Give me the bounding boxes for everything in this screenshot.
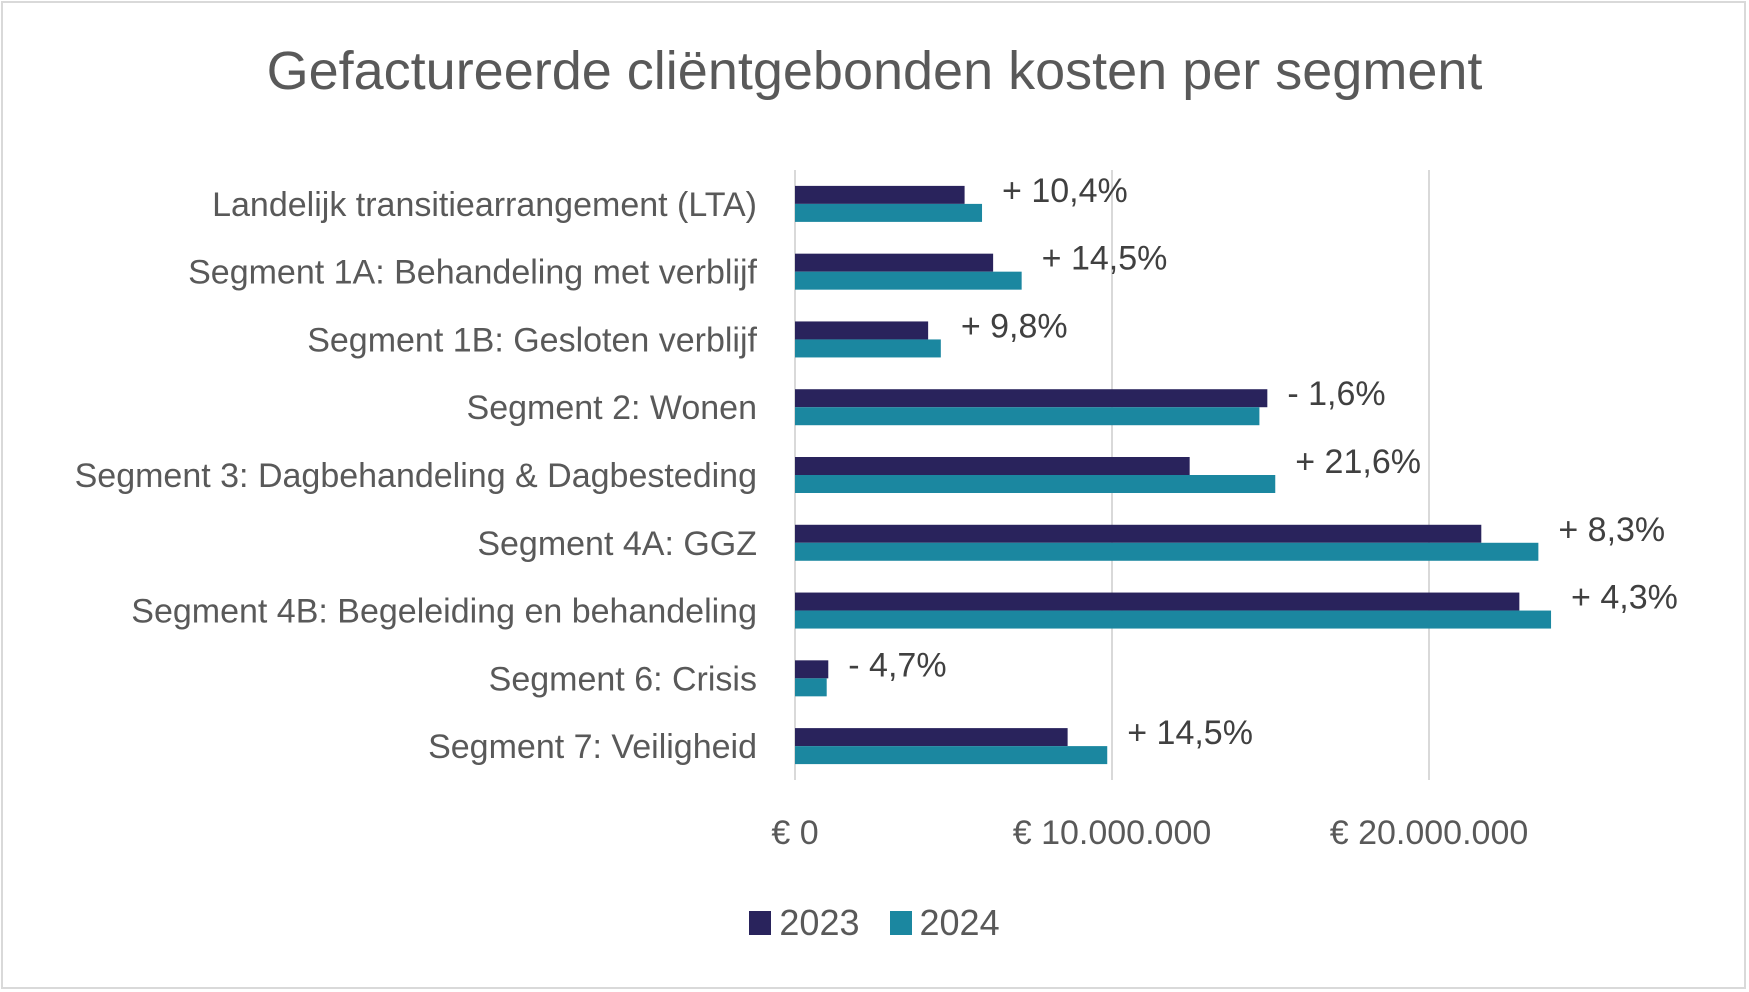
legend-swatch-2024 [889, 911, 912, 935]
legend-item-2023[interactable]: 2023 [749, 902, 860, 944]
bar-2024[interactable] [795, 542, 1539, 561]
bar-2023[interactable] [795, 253, 994, 272]
data-label: + 4,3% [1571, 579, 1678, 617]
x-tick-label: € 10.000.000 [1013, 814, 1212, 852]
category-label: Segment 2: Wonen [467, 389, 757, 427]
category-label: Segment 4A: GGZ [477, 525, 757, 563]
bar-2024[interactable] [795, 610, 1552, 629]
bar-2023[interactable] [795, 321, 929, 340]
bar-2024[interactable] [795, 339, 941, 358]
data-label: + 9,8% [961, 307, 1068, 345]
bar-2024[interactable] [795, 203, 983, 222]
bar-2024[interactable] [795, 678, 827, 697]
legend-label-2024: 2024 [919, 902, 1000, 943]
chart-title: Gefactureerde cliëntgebonden kosten per … [266, 41, 1483, 101]
category-label: Segment 4B: Begeleiding en behandeling [131, 593, 757, 631]
bar-2023[interactable] [795, 524, 1482, 543]
bar-2023[interactable] [795, 728, 1068, 747]
bar-2023[interactable] [795, 592, 1520, 611]
category-label: Segment 7: Veiligheid [428, 728, 757, 766]
x-tick-label: € 0 [771, 814, 818, 852]
bar-2023[interactable] [795, 389, 1268, 408]
data-label: + 10,4% [1002, 172, 1128, 210]
bar-2024[interactable] [795, 746, 1108, 765]
category-label: Segment 6: Crisis [489, 660, 757, 698]
legend: 2023 2024 [0, 902, 1749, 944]
legend-swatch-2023 [749, 911, 772, 935]
data-label: + 14,5% [1042, 240, 1168, 278]
category-label: Segment 3: Dagbehandeling & Dagbesteding [75, 457, 757, 495]
data-label: + 14,5% [1127, 714, 1253, 752]
data-label: - 4,7% [848, 646, 946, 684]
legend-item-2024[interactable]: 2024 [889, 902, 1000, 944]
x-tick-label: € 20.000.000 [1330, 814, 1529, 852]
bar-2023[interactable] [795, 457, 1190, 475]
bar-2024[interactable] [795, 475, 1276, 493]
bar-2023[interactable] [795, 185, 965, 204]
data-label: + 8,3% [1558, 511, 1665, 549]
category-label: Segment 1B: Gesloten verblijf [307, 321, 757, 359]
category-label: Segment 1A: Behandeling met verblijf [188, 254, 757, 292]
bar-2023[interactable] [795, 660, 829, 679]
data-label: + 21,6% [1295, 443, 1421, 481]
bar-2024[interactable] [795, 271, 1022, 290]
data-label: - 1,6% [1287, 375, 1385, 413]
bar-2024[interactable] [795, 407, 1260, 426]
category-label: Landelijk transitiearrangement (LTA) [212, 186, 757, 224]
legend-label-2023: 2023 [779, 902, 860, 943]
